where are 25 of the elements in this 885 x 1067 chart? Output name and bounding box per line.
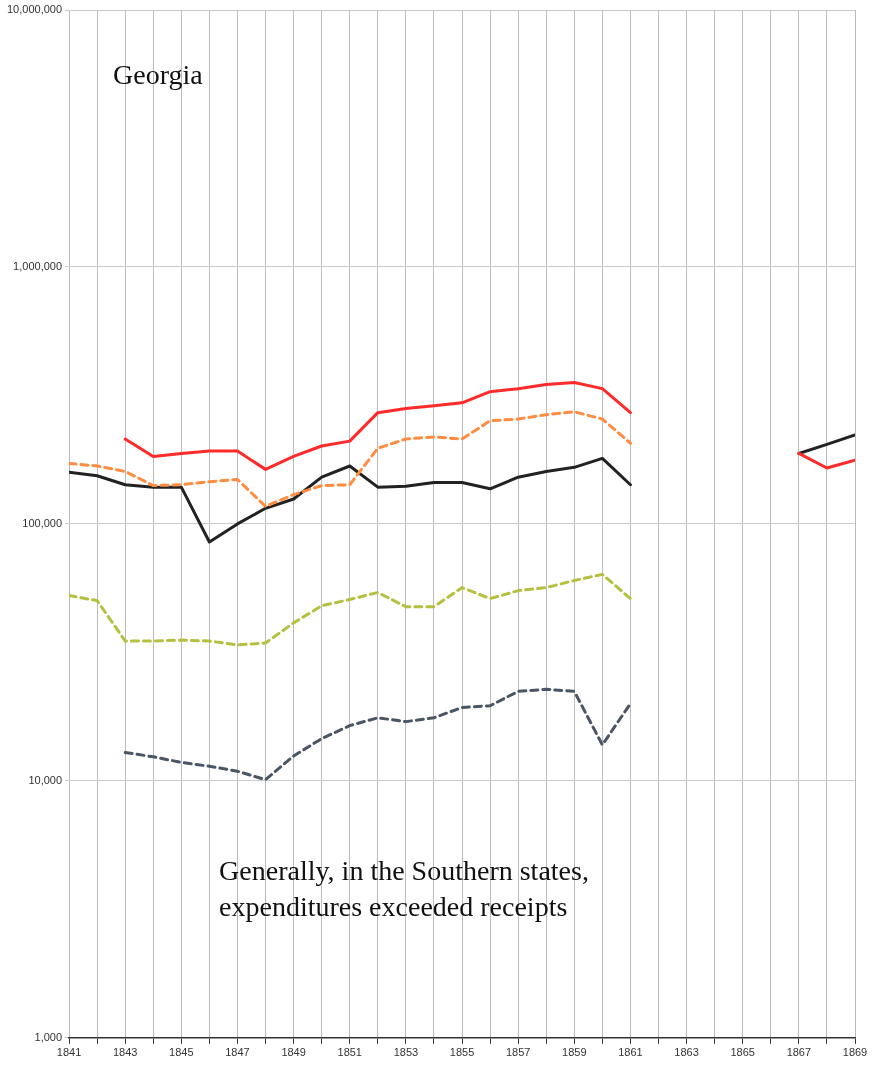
x-tick-label: 1869 [842, 1046, 868, 1059]
x-tick-label: 1845 [169, 1046, 194, 1059]
y-tick-label: 1,000 [34, 1030, 63, 1043]
line-series [123, 687, 632, 782]
x-tick-label: 1863 [674, 1046, 699, 1059]
x-tick-label: 1841 [56, 1046, 82, 1059]
x-tick-label: 1855 [449, 1046, 475, 1059]
x-tick-label: 1853 [393, 1046, 419, 1059]
text: Georgia [113, 59, 204, 90]
x-tick-label: 1867 [786, 1046, 812, 1059]
y-tick-label: 1,000,000 [13, 259, 63, 272]
x-tick-label: 1857 [505, 1046, 531, 1059]
line-series [69, 572, 632, 647]
annotation: Generally, in the Southern states, expenditures exceeded receipts [219, 855, 589, 922]
x-tick-label: 1859 [562, 1046, 587, 1059]
y-tick-label: 100,000 [22, 516, 63, 529]
x-tick-label: 1865 [730, 1046, 755, 1059]
y-tick-label: 10,000 [28, 773, 63, 786]
x-tick-label: 1861 [618, 1046, 643, 1059]
x-tick-label: 1849 [281, 1046, 306, 1059]
y-tick-label: 10,000,000 [6, 3, 63, 16]
x-tick-label: 1851 [337, 1046, 362, 1059]
line-series [69, 410, 632, 508]
x-tick-label: 1847 [225, 1046, 250, 1059]
x-tick-label: 1843 [112, 1046, 138, 1059]
